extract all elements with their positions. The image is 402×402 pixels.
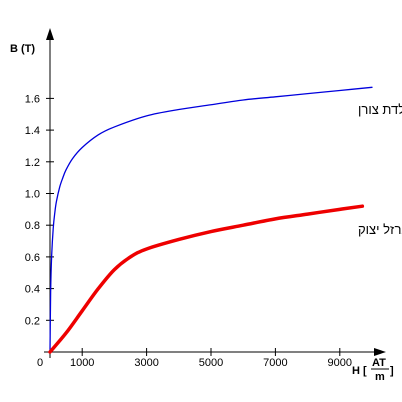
y-tick-label: 1.6 (25, 93, 40, 105)
y-tick-label: 1.0 (25, 189, 40, 201)
y-tick-label: 1.4 (25, 125, 40, 137)
x-axis-bracket-close: ] (390, 365, 394, 377)
x-axis-unit-numerator: AT (372, 357, 386, 369)
y-tick-label: 0.4 (25, 284, 40, 296)
y-axis-arrow-icon (46, 28, 54, 40)
origin-label: 0 (37, 357, 43, 369)
x-axis-title: H (352, 365, 360, 377)
x-tick-label: 1000 (70, 357, 94, 369)
series-layer (48, 86, 373, 354)
x-tick-label: 7000 (263, 357, 287, 369)
x-axis-bracket-open: [ (363, 365, 367, 377)
x-tick-label: 3000 (134, 357, 158, 369)
series-label-cast-iron: ברזל יצוק (358, 222, 402, 237)
series-line-silicon-steel (49, 86, 373, 353)
y-tick-label: 0.2 (25, 315, 40, 327)
x-axis-unit-denominator: m (375, 371, 385, 383)
x-tick-label: 5000 (199, 357, 223, 369)
y-tick-label: 1.2 (25, 157, 40, 169)
x-axis-arrow-icon (374, 348, 386, 356)
x-tick-label: 9000 (328, 357, 352, 369)
y-tick-label: 0.6 (25, 252, 40, 264)
y-axis-title: B (T) (10, 43, 35, 55)
y-tick-label: 0.8 (25, 220, 40, 232)
series-line-cast-iron (48, 204, 365, 354)
tick-group: 1000 3000 5000 7000 9000 0.2 0.4 0.6 0.8 1.0 1.2 1.… (25, 93, 352, 369)
series-label-silicon-steel: פלדת צורן (358, 102, 402, 117)
